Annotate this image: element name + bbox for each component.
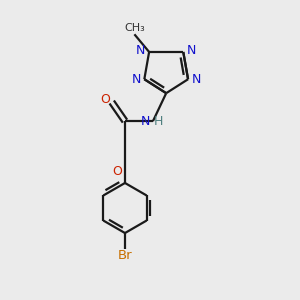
Text: N: N [136,44,146,57]
Text: N: N [131,73,141,86]
Text: H: H [154,115,163,128]
Text: O: O [100,93,110,106]
Text: Br: Br [118,249,132,262]
Text: N: N [187,44,196,57]
Text: O: O [113,165,122,178]
Text: CH₃: CH₃ [124,23,145,33]
Text: N: N [192,73,201,86]
Text: N: N [141,115,150,128]
